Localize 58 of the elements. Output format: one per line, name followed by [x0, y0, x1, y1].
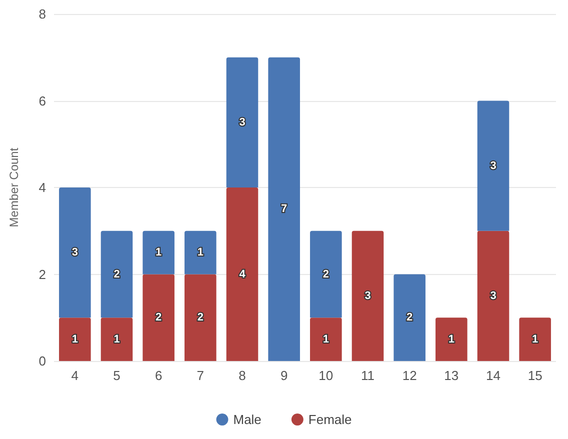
x-tick-label: 15 — [528, 368, 542, 383]
bar — [226, 188, 258, 361]
x-tick-label: 5 — [113, 368, 120, 383]
y-tick-label: 0 — [38, 354, 46, 368]
bar — [394, 274, 426, 361]
bar — [477, 230, 510, 361]
data-label: 2 — [156, 312, 162, 324]
data-label: 1 — [72, 333, 78, 346]
data-label: 2 — [197, 312, 204, 324]
bar — [59, 318, 91, 361]
x-tick-label: 14 — [486, 368, 500, 383]
x-tick-label: 7 — [196, 368, 204, 383]
data-label: 3 — [72, 246, 78, 259]
bar — [310, 318, 342, 361]
bar — [268, 57, 300, 361]
legend-label: Male — [233, 412, 262, 427]
y-tick-label: 8 — [38, 6, 46, 22]
x-tick-label: 9 — [280, 368, 288, 383]
data-label: 2 — [322, 268, 329, 280]
data-label: 2 — [114, 268, 120, 280]
bar — [142, 230, 174, 274]
bar — [184, 230, 216, 274]
bar — [142, 274, 174, 361]
y-tick-label: 2 — [38, 266, 46, 282]
x-tick-label: 4 — [71, 368, 79, 383]
data-label: 1 — [322, 333, 329, 346]
data-label: 1 — [197, 246, 204, 259]
bar — [352, 230, 384, 361]
data-label: 3 — [490, 160, 496, 172]
x-tick-label: 6 — [154, 368, 162, 383]
bar — [59, 188, 91, 318]
x-tick-label: 8 — [238, 368, 246, 383]
bar — [519, 318, 551, 361]
data-label: 3 — [490, 290, 496, 302]
data-label: 3 — [239, 116, 246, 128]
x-tick-label: 12 — [402, 368, 417, 383]
x-tick-label: 13 — [444, 368, 459, 383]
y-tick-label: 4 — [38, 180, 46, 195]
bar — [310, 230, 342, 318]
legend-label: Female — [308, 412, 352, 427]
data-label: 2 — [406, 312, 413, 324]
y-axis-title: Member Count — [7, 147, 21, 228]
data-label: 1 — [114, 333, 120, 346]
x-tick-label: 10 — [318, 368, 334, 383]
bar — [100, 318, 133, 361]
data-label: 7 — [281, 203, 288, 216]
data-label: 3 — [364, 290, 371, 302]
x-tick-label: 11 — [361, 368, 374, 383]
data-label: 1 — [532, 333, 538, 346]
data-label: 1 — [448, 333, 454, 346]
bar — [184, 274, 216, 361]
data-label: 1 — [156, 246, 162, 259]
bar — [436, 318, 468, 361]
bar — [226, 57, 258, 188]
bar — [477, 100, 510, 231]
bar — [100, 230, 133, 318]
y-tick-label: 6 — [38, 93, 46, 108]
data-label: 4 — [239, 268, 246, 280]
